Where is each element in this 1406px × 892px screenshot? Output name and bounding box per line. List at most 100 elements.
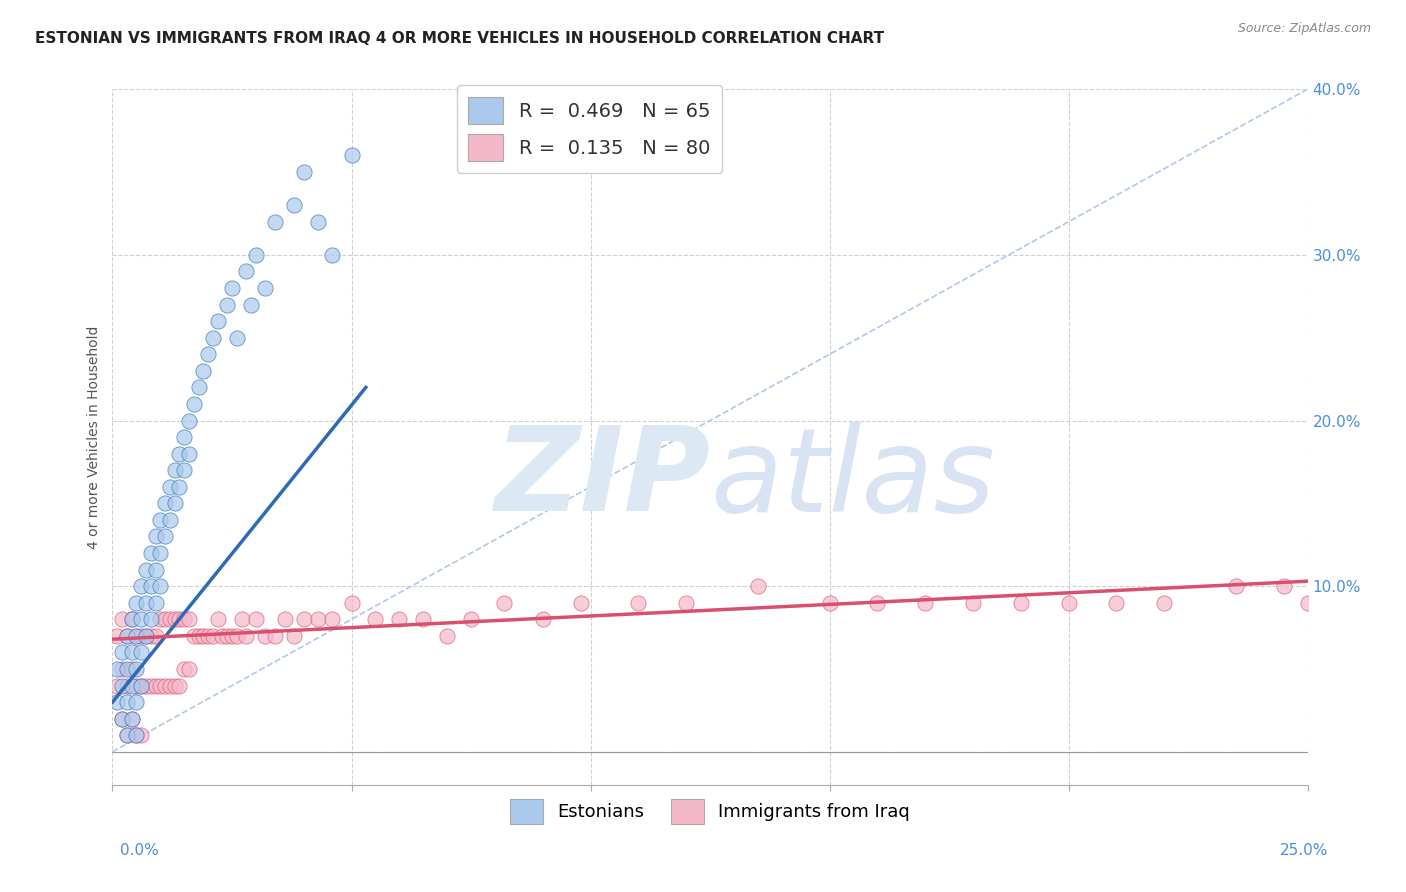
Text: 25.0%: 25.0% [1281, 843, 1329, 858]
Point [169, 679, 191, 693]
Point [235, 629, 257, 643]
Point [159, 679, 181, 693]
Point [569, 596, 592, 610]
Point [201, 629, 224, 643]
Point [187, 629, 209, 643]
Point [121, 712, 143, 726]
Point [283, 629, 305, 643]
Point [149, 612, 172, 626]
Point [111, 662, 134, 676]
Point [111, 712, 134, 726]
Point [121, 612, 143, 626]
Point [201, 331, 224, 345]
Point [163, 612, 186, 626]
Point [245, 248, 267, 262]
Point [1296, 596, 1319, 610]
Point [217, 297, 239, 311]
Point [153, 529, 176, 543]
Point [153, 679, 176, 693]
Text: atlas: atlas [710, 422, 995, 536]
Point [135, 679, 157, 693]
Point [225, 629, 247, 643]
Point [139, 629, 162, 643]
Point [135, 629, 157, 643]
Point [177, 447, 200, 461]
Point [159, 513, 181, 527]
Point [125, 695, 148, 709]
Point [159, 480, 181, 494]
Point [173, 662, 195, 676]
Point [125, 596, 148, 610]
Point [1010, 596, 1032, 610]
Point [139, 579, 162, 593]
Point [163, 463, 186, 477]
Point [412, 612, 434, 626]
Point [149, 546, 172, 560]
Point [292, 612, 315, 626]
Point [193, 629, 215, 643]
Point [627, 596, 650, 610]
Point [273, 612, 295, 626]
Text: Source: ZipAtlas.com: Source: ZipAtlas.com [1237, 22, 1371, 36]
Point [125, 679, 148, 693]
Point [197, 347, 219, 361]
Point [1225, 579, 1247, 593]
Point [105, 662, 128, 676]
Point [149, 579, 172, 593]
Point [125, 662, 148, 676]
Point [115, 728, 138, 742]
Point [460, 612, 482, 626]
Point [340, 148, 363, 162]
Point [1057, 596, 1080, 610]
Point [149, 679, 172, 693]
Point [177, 413, 200, 427]
Point [292, 165, 315, 179]
Point [1153, 596, 1175, 610]
Point [183, 629, 205, 643]
Point [321, 248, 343, 262]
Point [211, 629, 233, 643]
Point [145, 563, 167, 577]
Point [135, 629, 157, 643]
Text: 0.0%: 0.0% [120, 843, 159, 858]
Point [111, 679, 134, 693]
Point [129, 679, 152, 693]
Point [115, 629, 138, 643]
Point [173, 430, 195, 444]
Point [962, 596, 984, 610]
Point [129, 612, 152, 626]
Point [111, 712, 134, 726]
Point [307, 215, 329, 229]
Point [105, 679, 128, 693]
Point [121, 612, 143, 626]
Point [145, 529, 167, 543]
Point [129, 629, 152, 643]
Point [818, 596, 841, 610]
Point [494, 596, 516, 610]
Point [129, 679, 152, 693]
Point [235, 264, 257, 278]
Point [129, 579, 152, 593]
Point [914, 596, 936, 610]
Point [747, 579, 769, 593]
Point [125, 728, 148, 742]
Point [254, 629, 277, 643]
Point [321, 612, 343, 626]
Point [115, 662, 138, 676]
Point [115, 728, 138, 742]
Point [153, 612, 176, 626]
Point [177, 662, 200, 676]
Point [866, 596, 889, 610]
Point [207, 314, 229, 328]
Point [115, 695, 138, 709]
Y-axis label: 4 or more Vehicles in Household: 4 or more Vehicles in Household [87, 326, 101, 549]
Legend: Estonians, Immigrants from Iraq: Estonians, Immigrants from Iraq [503, 791, 917, 831]
Point [139, 612, 162, 626]
Point [135, 596, 157, 610]
Point [675, 596, 697, 610]
Point [183, 397, 205, 411]
Point [240, 297, 263, 311]
Point [364, 612, 387, 626]
Point [173, 612, 195, 626]
Point [307, 612, 329, 626]
